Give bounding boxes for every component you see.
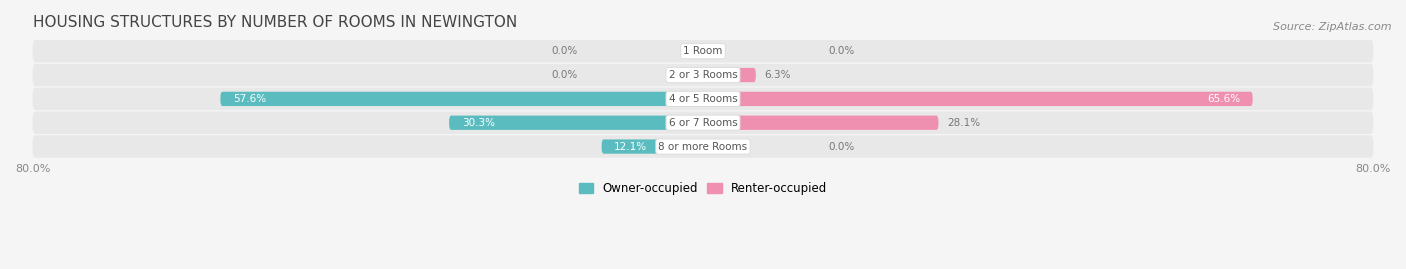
Text: 6 or 7 Rooms: 6 or 7 Rooms (669, 118, 737, 128)
Text: 1 Room: 1 Room (683, 46, 723, 56)
Text: 28.1%: 28.1% (946, 118, 980, 128)
Text: 65.6%: 65.6% (1206, 94, 1240, 104)
FancyBboxPatch shape (602, 139, 703, 154)
FancyBboxPatch shape (32, 88, 1374, 110)
Text: 0.0%: 0.0% (551, 46, 578, 56)
FancyBboxPatch shape (32, 112, 1374, 134)
FancyBboxPatch shape (703, 68, 756, 82)
Text: 6.3%: 6.3% (765, 70, 790, 80)
Text: 4 or 5 Rooms: 4 or 5 Rooms (669, 94, 737, 104)
FancyBboxPatch shape (221, 92, 703, 106)
Text: 2 or 3 Rooms: 2 or 3 Rooms (669, 70, 737, 80)
FancyBboxPatch shape (449, 116, 703, 130)
Legend: Owner-occupied, Renter-occupied: Owner-occupied, Renter-occupied (574, 178, 832, 200)
FancyBboxPatch shape (32, 135, 1374, 158)
Text: 0.0%: 0.0% (828, 141, 855, 151)
Text: 12.1%: 12.1% (614, 141, 647, 151)
Text: 30.3%: 30.3% (461, 118, 495, 128)
Text: 0.0%: 0.0% (551, 70, 578, 80)
FancyBboxPatch shape (703, 116, 938, 130)
Text: 0.0%: 0.0% (828, 46, 855, 56)
FancyBboxPatch shape (703, 92, 1253, 106)
Text: 8 or more Rooms: 8 or more Rooms (658, 141, 748, 151)
FancyBboxPatch shape (32, 40, 1374, 62)
Text: 57.6%: 57.6% (233, 94, 266, 104)
Text: HOUSING STRUCTURES BY NUMBER OF ROOMS IN NEWINGTON: HOUSING STRUCTURES BY NUMBER OF ROOMS IN… (32, 15, 517, 30)
Text: Source: ZipAtlas.com: Source: ZipAtlas.com (1274, 22, 1392, 31)
FancyBboxPatch shape (32, 64, 1374, 86)
